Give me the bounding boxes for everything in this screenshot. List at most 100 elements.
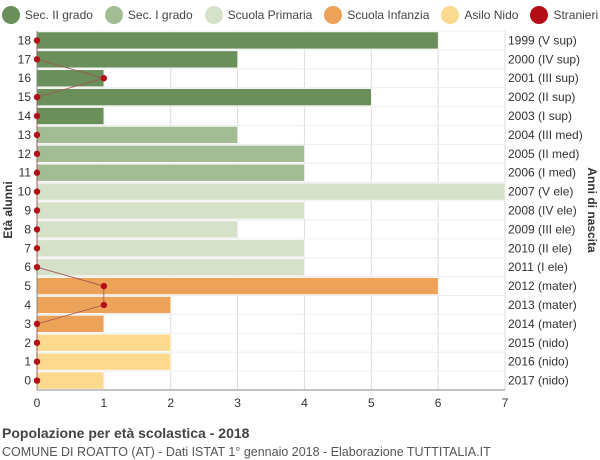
stranieri-point bbox=[100, 282, 108, 290]
stranieri-point bbox=[100, 75, 108, 82]
bar bbox=[36, 164, 305, 182]
x-tick-label: 0 bbox=[34, 396, 41, 410]
stranieri-point bbox=[33, 320, 41, 328]
stranieri-point bbox=[33, 245, 41, 252]
bar bbox=[36, 145, 305, 163]
bar bbox=[36, 258, 305, 276]
age-tick-label: 18 bbox=[18, 33, 32, 47]
legend-item: Sec. I grado bbox=[104, 6, 193, 24]
bar bbox=[36, 315, 105, 333]
birth-tick-label: 2014 (mater) bbox=[508, 317, 577, 331]
birth-tick-label: 2010 (II ele) bbox=[508, 241, 572, 255]
chart-subtitle: COMUNE DI ROATTO (AT) - Dati ISTAT 1° ge… bbox=[2, 445, 491, 459]
chart-title: Popolazione per età scolastica - 2018 bbox=[2, 425, 250, 441]
legend-item: Sec. II grado bbox=[1, 6, 93, 24]
stranieri-point bbox=[33, 377, 41, 384]
stranieri-point bbox=[33, 188, 41, 195]
age-tick-label: 11 bbox=[19, 166, 32, 180]
age-tick-label: 4 bbox=[24, 298, 31, 312]
birth-tick-label: 2009 (III ele) bbox=[508, 222, 575, 236]
stranieri-point bbox=[33, 339, 41, 346]
y-axis-title-left: Età alunni bbox=[1, 181, 15, 239]
birth-tick-label: 2011 (I ele) bbox=[508, 260, 568, 274]
age-tick-label: 14 bbox=[18, 109, 32, 123]
birth-tick-label: 2002 (II sup) bbox=[508, 90, 575, 104]
bar bbox=[36, 239, 305, 257]
y-axis-title-right: Anni di nascita bbox=[585, 167, 599, 253]
legend-label: Scuola Primaria bbox=[227, 8, 313, 22]
birth-tick-label: 2005 (II med) bbox=[508, 147, 579, 161]
legend-label: Stranieri bbox=[553, 8, 599, 22]
bar bbox=[36, 107, 105, 125]
age-tick-label: 15 bbox=[18, 90, 32, 104]
stranieri-point bbox=[33, 56, 41, 63]
bar bbox=[36, 126, 238, 144]
age-tick-label: 13 bbox=[18, 128, 32, 142]
birth-tick-label: 2007 (V ele) bbox=[508, 185, 573, 199]
x-tick-label: 7 bbox=[502, 396, 509, 410]
stranieri-point bbox=[33, 263, 41, 271]
age-tick-label: 1 bbox=[24, 355, 31, 369]
bar bbox=[36, 371, 105, 390]
legend: Sec. II grado Sec. I grado Scuola Primaria… bbox=[0, 4, 600, 26]
bar bbox=[36, 277, 439, 295]
legend-label: Sec. I grado bbox=[127, 8, 193, 22]
age-tick-label: 3 bbox=[24, 317, 31, 331]
birth-tick-label: 1999 (V sup) bbox=[508, 33, 577, 47]
birth-tick-label: 2015 (nido) bbox=[508, 336, 569, 350]
age-tick-label: 2 bbox=[24, 336, 31, 350]
birth-tick-label: 2001 (III sup) bbox=[508, 71, 579, 85]
birth-tick-label: 2017 (nido) bbox=[508, 374, 569, 388]
x-tick-label: 1 bbox=[101, 396, 108, 410]
bar bbox=[36, 31, 439, 50]
birth-tick-label: 2006 (I med) bbox=[508, 166, 576, 180]
stranieri-point bbox=[33, 358, 41, 365]
age-tick-label: 10 bbox=[18, 185, 32, 199]
legend-swatch bbox=[324, 6, 343, 24]
legend-label: Sec. II grado bbox=[24, 8, 93, 22]
stranieri-point bbox=[33, 207, 41, 214]
legend-item: Scuola Primaria bbox=[204, 6, 313, 24]
bar bbox=[36, 334, 171, 352]
birth-tick-label: 2000 (IV sup) bbox=[508, 52, 580, 66]
stranieri-point bbox=[33, 226, 41, 233]
legend-swatch bbox=[441, 6, 460, 24]
stranieri-point bbox=[33, 112, 41, 120]
stranieri-point bbox=[33, 37, 41, 44]
age-tick-label: 16 bbox=[18, 71, 32, 85]
bar bbox=[36, 88, 372, 106]
birth-tick-label: 2008 (IV ele) bbox=[508, 204, 577, 218]
age-tick-label: 5 bbox=[24, 279, 31, 293]
legend-swatch bbox=[1, 6, 20, 24]
bar bbox=[36, 182, 506, 201]
birth-tick-label: 2004 (III med) bbox=[508, 128, 583, 142]
stranieri-point bbox=[33, 93, 41, 101]
age-tick-label: 0 bbox=[24, 374, 31, 388]
age-tick-label: 17 bbox=[18, 52, 32, 66]
legend-item: Stranieri bbox=[530, 6, 598, 24]
legend-item: Asilo Nido bbox=[441, 6, 518, 24]
legend-label: Scuola Infanzia bbox=[347, 8, 430, 22]
legend-swatch bbox=[204, 6, 223, 24]
bar bbox=[36, 201, 305, 220]
stranieri-point bbox=[33, 131, 41, 139]
bar bbox=[36, 352, 171, 371]
x-tick-label: 4 bbox=[301, 396, 308, 410]
age-tick-label: 9 bbox=[24, 204, 31, 218]
birth-tick-label: 2016 (nido) bbox=[508, 355, 569, 369]
x-tick-label: 2 bbox=[167, 396, 174, 410]
birth-tick-label: 2012 (mater) bbox=[508, 279, 577, 293]
stranieri-point bbox=[100, 301, 108, 309]
x-tick-label: 6 bbox=[435, 396, 442, 410]
legend-label: Asilo Nido bbox=[464, 8, 519, 22]
stranieri-point bbox=[33, 150, 41, 158]
bar bbox=[36, 50, 238, 69]
bar bbox=[36, 220, 238, 239]
legend-swatch bbox=[530, 6, 549, 24]
bar bbox=[36, 69, 105, 87]
legend-item: Scuola Infanzia bbox=[324, 6, 429, 24]
age-tick-label: 12 bbox=[18, 147, 32, 161]
stranieri-point bbox=[33, 169, 41, 176]
